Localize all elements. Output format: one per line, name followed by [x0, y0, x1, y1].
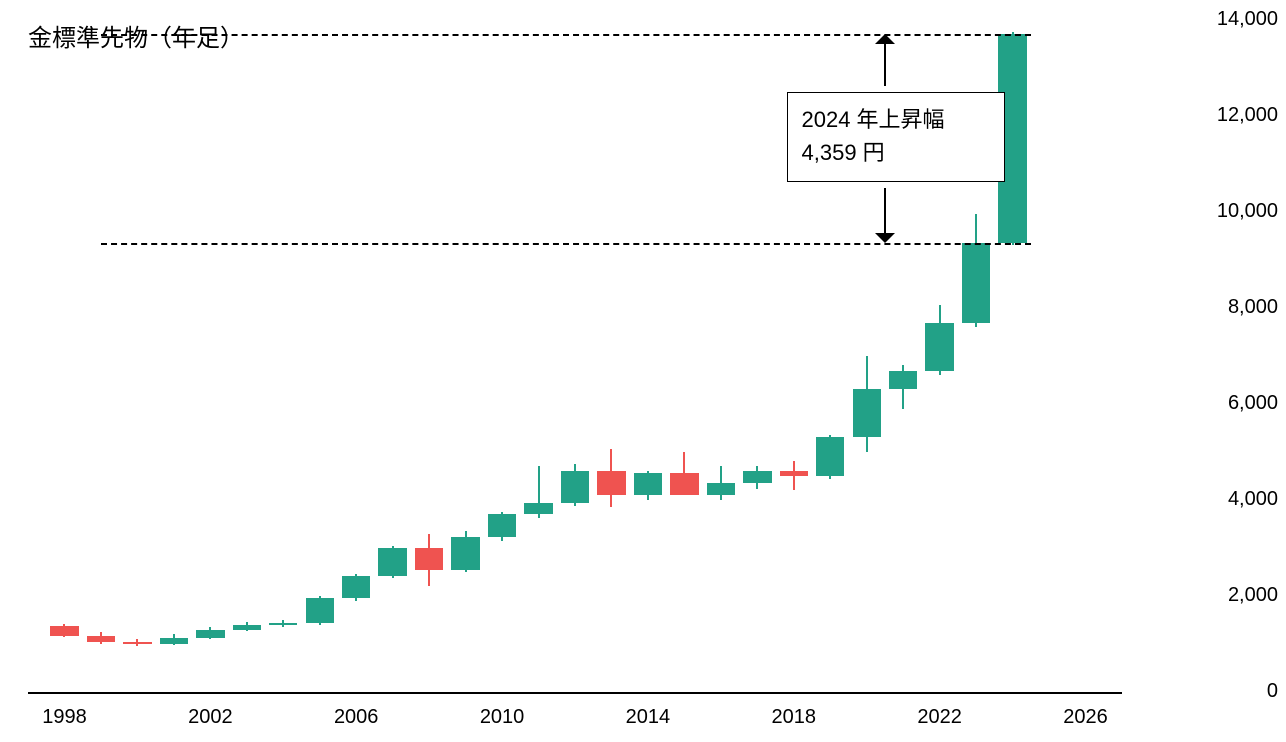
reference-line	[101, 243, 1031, 245]
candle-body	[925, 323, 953, 371]
candle-body	[634, 473, 662, 495]
y-tick-label: 14,000	[1138, 8, 1278, 31]
y-tick-label: 4,000	[1138, 488, 1278, 511]
candle-body	[160, 638, 188, 644]
candle-body	[123, 642, 151, 644]
candle-body	[707, 483, 735, 495]
y-tick-label: 8,000	[1138, 296, 1278, 319]
x-tick-label: 2002	[180, 706, 240, 729]
candle-body	[561, 471, 589, 503]
annotation-line: 4,359 円	[802, 136, 990, 169]
candle-body	[670, 473, 698, 495]
x-tick-label: 2010	[472, 706, 532, 729]
y-tick-label: 12,000	[1138, 104, 1278, 127]
candle-body	[342, 576, 370, 598]
candle-body	[196, 630, 224, 638]
x-axis-line	[28, 692, 1122, 694]
candle-body	[743, 471, 771, 483]
candle-body	[853, 389, 881, 437]
annotation-arrow-shaft	[884, 44, 886, 86]
candle-body	[597, 471, 625, 495]
annotation-box: 2024 年上昇幅4,359 円	[787, 92, 1005, 182]
y-tick-label: 10,000	[1138, 200, 1278, 223]
candle-body	[233, 625, 261, 630]
x-tick-label: 2026	[1056, 706, 1116, 729]
annotation-arrow-head	[875, 34, 895, 44]
candle-body	[889, 371, 917, 389]
x-tick-label: 1998	[34, 706, 94, 729]
y-tick-label: 2,000	[1138, 584, 1278, 607]
x-tick-label: 2018	[764, 706, 824, 729]
candle-body	[488, 514, 516, 537]
annotation-arrow-head	[875, 233, 895, 243]
x-tick-label: 2022	[910, 706, 970, 729]
candle-body	[306, 598, 334, 623]
candle-body	[780, 471, 808, 476]
candle-body	[378, 548, 406, 576]
candle-body	[451, 537, 479, 570]
candle-body	[415, 548, 443, 570]
x-tick-label: 2006	[326, 706, 386, 729]
candlestick-chart: 金標準先物（年足） 02,0004,0006,0008,00010,00012,…	[0, 0, 1286, 742]
annotation-arrow-shaft	[884, 188, 886, 233]
candle-body	[962, 243, 990, 323]
candle-body	[87, 636, 115, 642]
candle-body	[816, 437, 844, 475]
y-tick-label: 0	[1138, 680, 1278, 703]
candle-body	[269, 623, 297, 625]
y-tick-label: 6,000	[1138, 392, 1278, 415]
annotation-line: 2024 年上昇幅	[802, 103, 990, 136]
candle-body	[524, 503, 552, 515]
candle-wick	[793, 461, 795, 490]
x-tick-label: 2014	[618, 706, 678, 729]
candle-body	[50, 626, 78, 636]
